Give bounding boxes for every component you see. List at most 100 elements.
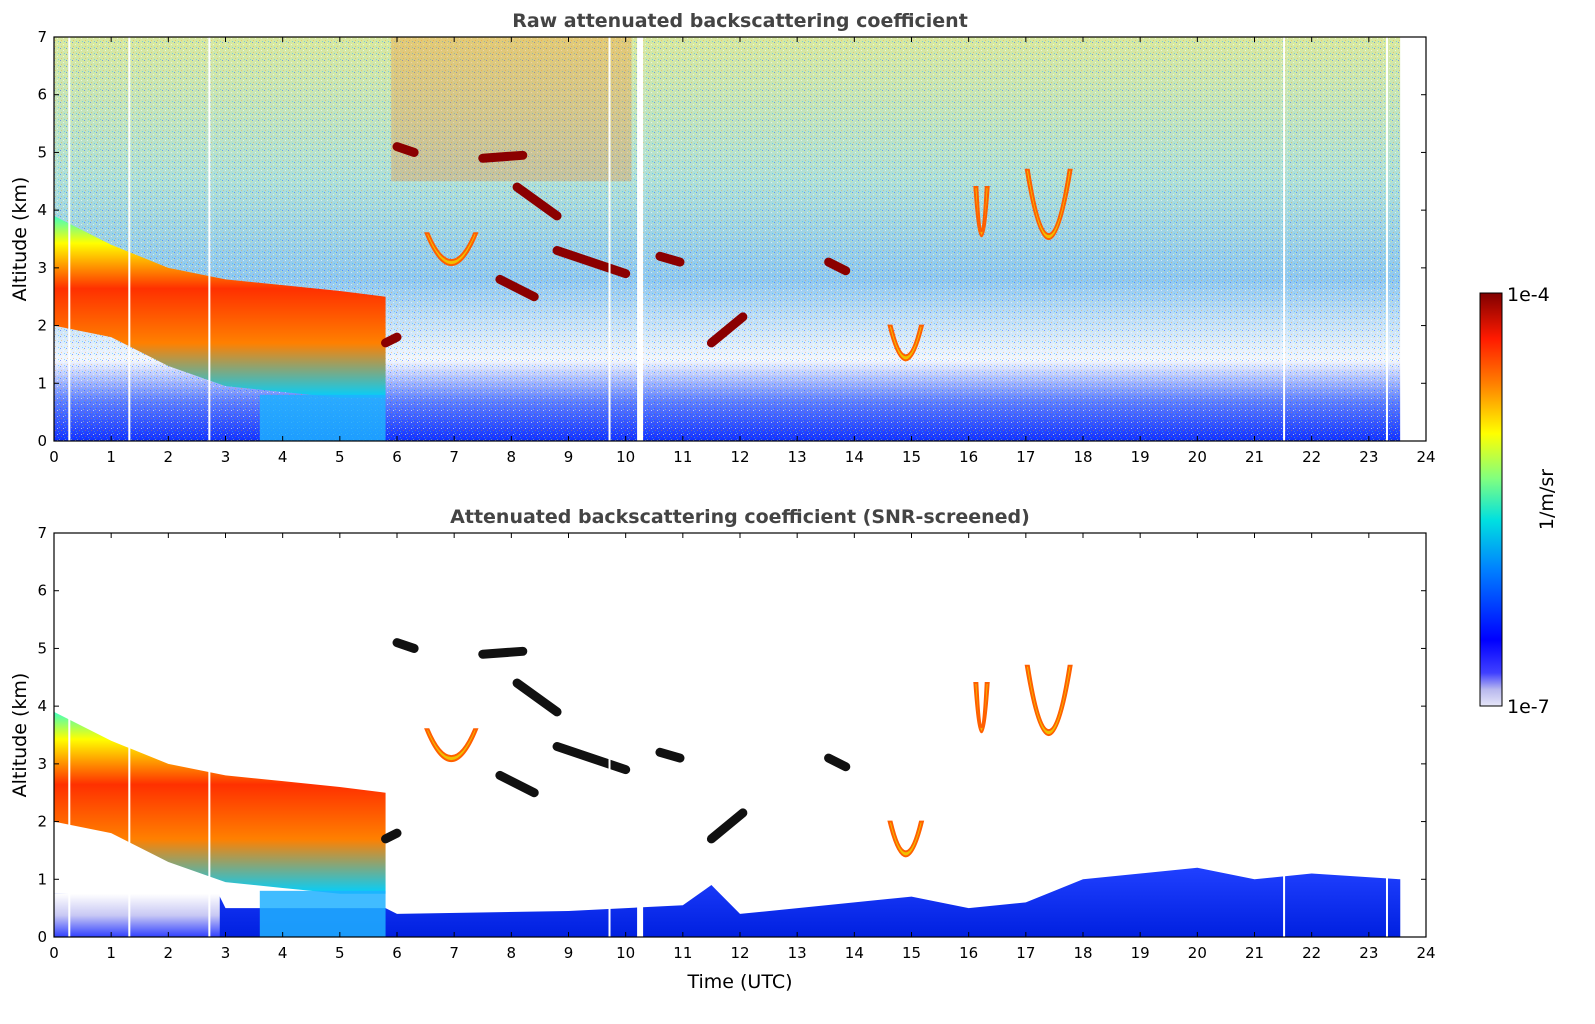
y-tick-label: 6 — [37, 582, 47, 600]
colorbar-gradient — [1479, 292, 1503, 707]
x-tick-label: 15 — [902, 944, 921, 962]
data-gap — [637, 533, 644, 937]
data-gap — [128, 37, 131, 441]
x-tick-label: 18 — [1073, 944, 1092, 962]
x-tick-label: 21 — [1245, 944, 1264, 962]
virga-feature — [424, 232, 479, 266]
x-tick-label: 6 — [392, 944, 402, 962]
data-gap — [637, 37, 644, 441]
x-tick-label: 14 — [845, 944, 864, 962]
data-gap — [1385, 37, 1388, 441]
panel-title: Attenuated backscattering coefficient (S… — [450, 506, 1030, 528]
x-tick-label: 12 — [730, 944, 749, 962]
x-tick-label: 20 — [1188, 944, 1207, 962]
x-tick-label: 19 — [1131, 944, 1150, 962]
near-surface-fade — [54, 893, 220, 937]
x-tick-label: 1 — [106, 944, 116, 962]
y-tick-label: 4 — [37, 201, 47, 219]
x-tick-label: 11 — [673, 944, 692, 962]
y-axis-label: Altitude (km) — [9, 177, 31, 302]
x-tick-label: 10 — [616, 448, 635, 466]
cloud-layer — [495, 274, 539, 302]
y-tick-label: 7 — [37, 524, 47, 542]
data-gap — [208, 533, 211, 937]
colorbar-min-label: 1e-7 — [1507, 696, 1550, 718]
x-tick-label: 20 — [1188, 448, 1207, 466]
x-tick-label: 8 — [507, 448, 517, 466]
y-tick-label: 1 — [37, 374, 47, 392]
x-tick-label: 2 — [164, 944, 174, 962]
x-tick-label: 16 — [959, 944, 978, 962]
cloud-layer — [478, 150, 528, 163]
x-tick-label: 9 — [564, 448, 574, 466]
x-tick-label: 24 — [1416, 448, 1435, 466]
x-tick-label: 22 — [1302, 944, 1321, 962]
x-tick-label: 7 — [449, 944, 459, 962]
x-tick-label: 14 — [845, 448, 864, 466]
y-tick-label: 5 — [37, 639, 47, 657]
x-tick-label: 9 — [564, 944, 574, 962]
y-axis-label: Altitude (km) — [9, 673, 31, 798]
cloud-layer — [552, 742, 631, 775]
x-tick-label: 15 — [902, 448, 921, 466]
x-tick-label: 10 — [616, 944, 635, 962]
cloud-layer — [655, 747, 685, 763]
virga-feature — [973, 682, 990, 734]
data-gap — [208, 37, 211, 441]
y-tick-label: 2 — [37, 813, 47, 831]
cloud-layer — [381, 332, 402, 348]
y-tick-label: 4 — [37, 697, 47, 715]
data-gap — [128, 533, 131, 937]
cloud-layer — [552, 246, 631, 279]
colorbar-unit-label: 1/m/sr — [1536, 469, 1558, 530]
aerosol-column — [259, 394, 386, 441]
data-gap — [68, 37, 71, 441]
y-tick-label: 3 — [37, 259, 47, 277]
x-tick-label: 13 — [788, 448, 807, 466]
panel-title: Raw attenuated backscattering coefficien… — [512, 10, 968, 32]
x-tick-label: 8 — [507, 944, 517, 962]
data-gap — [1283, 533, 1286, 937]
x-tick-label: 18 — [1073, 448, 1092, 466]
x-tick-label: 5 — [335, 944, 345, 962]
x-tick-label: 4 — [278, 944, 288, 962]
boundary-layer-aerosol — [54, 711, 386, 894]
colorbar-max-label: 1e-4 — [1507, 284, 1550, 306]
virga-feature — [1024, 664, 1073, 736]
virga-feature — [973, 186, 990, 238]
cloud-layer — [512, 678, 562, 717]
virga-feature — [887, 820, 925, 858]
x-tick-label: 3 — [221, 944, 231, 962]
x-tick-label: 1 — [106, 448, 116, 466]
y-tick-label: 6 — [37, 86, 47, 104]
x-tick-label: 5 — [335, 448, 345, 466]
data-gap — [1385, 533, 1388, 937]
x-tick-label: 12 — [730, 448, 749, 466]
x-tick-label: 13 — [788, 944, 807, 962]
x-tick-label: 24 — [1416, 944, 1435, 962]
no-data-region — [1400, 37, 1426, 441]
y-tick-label: 3 — [37, 755, 47, 773]
virga-feature — [1024, 168, 1073, 240]
virga-feature — [424, 728, 479, 762]
near-surface-signal — [54, 867, 1401, 937]
x-axis-label: Time (UTC) — [686, 971, 792, 993]
x-tick-label: 17 — [1016, 448, 1035, 466]
cloud-layer — [655, 251, 685, 267]
x-tick-label: 16 — [959, 448, 978, 466]
plot-area — [54, 533, 1426, 937]
x-tick-label: 23 — [1359, 944, 1378, 962]
x-tick-label: 3 — [221, 448, 231, 466]
cloud-layer — [706, 808, 748, 844]
data-gap — [608, 533, 611, 937]
data-gap — [608, 37, 611, 441]
cloud-layer — [824, 753, 851, 772]
cloud-layer — [824, 257, 851, 276]
x-tick-label: 22 — [1302, 448, 1321, 466]
cloud-layer — [495, 770, 539, 798]
panel-1: 0 1 2 3 4 5 6 7 8 9 10 11 12 13 14 15 16 17 18 19 20 21 22 23 24… — [9, 10, 1436, 466]
data-gap — [1283, 37, 1286, 441]
y-tick-label: 1 — [37, 870, 47, 888]
